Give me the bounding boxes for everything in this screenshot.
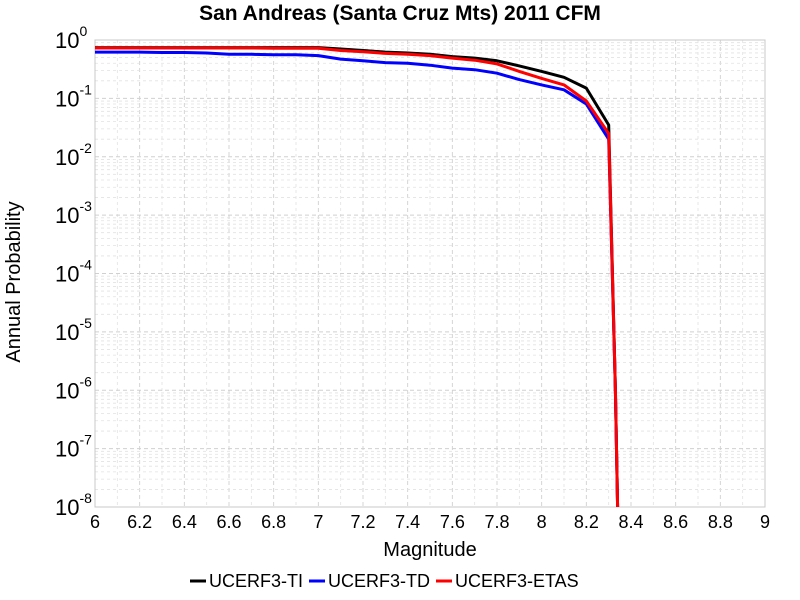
y-tick-label-3: 10-3 [55, 198, 92, 228]
series-line-0 [95, 46, 620, 508]
legend-label-0: UCERF3-TI [209, 571, 303, 591]
y-tick-label-8: 10-8 [55, 490, 92, 520]
legend-item-1: UCERF3-TD [309, 571, 430, 591]
x-tick-label-5: 7 [313, 512, 323, 532]
x-tick-label-10: 8 [537, 512, 547, 532]
y-tick-label-5: 10-5 [55, 315, 92, 345]
chart-title: San Andreas (Santa Cruz Mts) 2011 CFM [199, 2, 601, 25]
grid-layer [94, 40, 766, 508]
series-line-1 [95, 50, 620, 508]
plot-frame [94, 39, 766, 508]
legend-label-1: UCERF3-TD [328, 571, 430, 591]
y-tick-label-0: 100 [55, 23, 87, 53]
series-layer [95, 46, 620, 508]
x-tick-labels: 6 6.2 6.4 6.6 6.8 7 7.2 7.4 7.6 7.8 8 8.2 8.4 8.6 8.8 9 [90, 512, 770, 532]
x-tick-label-13: 8.6 [663, 512, 688, 532]
series-line-2 [95, 46, 620, 508]
x-tick-label-14: 8.8 [708, 512, 733, 532]
x-tick-label-3: 6.6 [216, 512, 241, 532]
x-tick-label-15: 9 [760, 512, 770, 532]
x-tick-label-2: 6.4 [172, 512, 197, 532]
legend: UCERF3-TI UCERF3-TD UCERF3-ETAS [190, 571, 579, 591]
x-axis-label: Magnitude [383, 539, 476, 561]
x-tick-label-12: 8.4 [618, 512, 643, 532]
x-tick-label-7: 7.4 [395, 512, 420, 532]
x-tick-label-0: 6 [90, 512, 100, 532]
y-tick-label-1: 10-1 [55, 81, 92, 111]
y-axis-label: Annual Probability [3, 201, 25, 362]
x-tick-label-4: 6.8 [261, 512, 286, 532]
legend-label-2: UCERF3-ETAS [455, 571, 579, 591]
y-tick-labels: 100 10-1 10-2 10-3 10-4 10-5 10-6 10-7 10-8 [55, 23, 92, 520]
y-tick-label-6: 10-6 [55, 373, 92, 403]
y-tick-label-2: 10-2 [55, 140, 92, 170]
x-tick-label-9: 7.8 [484, 512, 509, 532]
x-tick-label-1: 6.2 [127, 512, 152, 532]
legend-item-0: UCERF3-TI [190, 571, 303, 591]
y-tick-label-7: 10-7 [55, 432, 92, 462]
x-tick-label-8: 7.6 [440, 512, 465, 532]
y-tick-label-4: 10-4 [55, 257, 92, 287]
legend-item-2: UCERF3-ETAS [436, 571, 579, 591]
x-tick-label-11: 8.2 [574, 512, 599, 532]
x-tick-label-6: 7.2 [350, 512, 375, 532]
